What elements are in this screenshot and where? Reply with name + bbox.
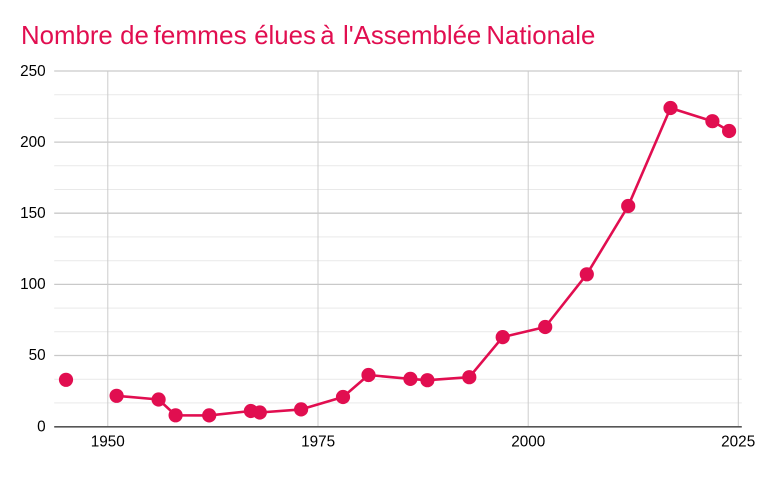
svg-text:de: de <box>120 22 149 50</box>
svg-text:à: à <box>320 22 335 50</box>
svg-text:2000: 2000 <box>511 433 545 450</box>
svg-text:2025: 2025 <box>721 433 755 450</box>
svg-text:Nationale: Nationale <box>486 22 595 50</box>
svg-text:1975: 1975 <box>301 433 335 450</box>
svg-text:150: 150 <box>20 205 46 222</box>
svg-text:100: 100 <box>20 276 46 293</box>
svg-text:1950: 1950 <box>91 433 125 450</box>
svg-text:femmes: femmes <box>154 22 247 50</box>
svg-text:élues: élues <box>254 22 316 50</box>
svg-text:l'Assemblée: l'Assemblée <box>343 22 481 50</box>
svg-text:200: 200 <box>20 134 46 151</box>
svg-text:50: 50 <box>29 347 46 364</box>
svg-text:Nombre: Nombre <box>21 22 113 50</box>
svg-text:0: 0 <box>37 418 46 435</box>
svg-text:250: 250 <box>20 63 46 80</box>
